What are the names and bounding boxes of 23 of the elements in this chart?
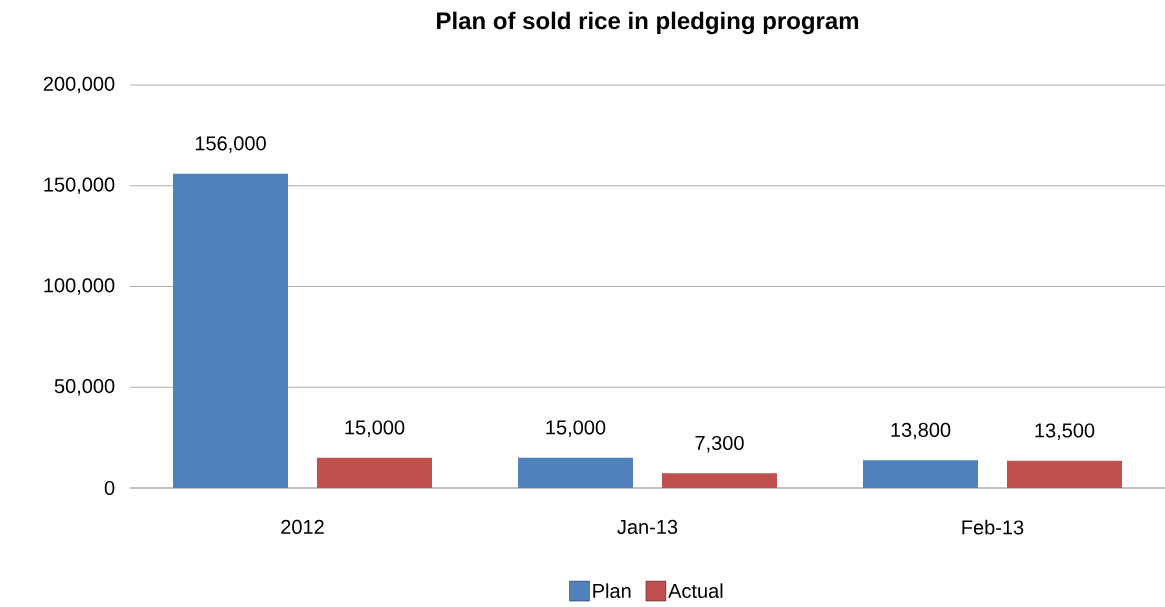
bar xyxy=(1006,460,1122,488)
y-tick-label: 0 xyxy=(104,480,115,496)
y-tick-label: 50,000 xyxy=(54,378,115,396)
y-tick-label: 150,000 xyxy=(44,177,115,195)
chart-title: Plan of sold rice in pledging program xyxy=(437,11,859,35)
y-tick-label: 200,000 xyxy=(43,76,115,94)
legend-label: Actual xyxy=(668,583,723,599)
x-tick-label: Feb-13 xyxy=(962,519,1024,535)
x-tick-label: Jan-13 xyxy=(617,519,678,535)
data-label: 7,300 xyxy=(695,435,744,453)
data-label: 156,000 xyxy=(195,136,266,153)
bar xyxy=(661,473,777,488)
legend-label: Plan xyxy=(593,583,631,599)
data-label: 13,500 xyxy=(1035,423,1095,440)
y-tick-label: 100,000 xyxy=(44,278,115,295)
bar xyxy=(173,173,288,488)
data-label: 15,000 xyxy=(345,420,405,437)
bar xyxy=(862,460,978,488)
bar xyxy=(317,457,432,488)
data-label: 15,000 xyxy=(546,420,606,437)
x-tick-label: 2012 xyxy=(281,519,324,535)
data-label: 13,800 xyxy=(891,422,951,440)
bar xyxy=(517,457,633,488)
